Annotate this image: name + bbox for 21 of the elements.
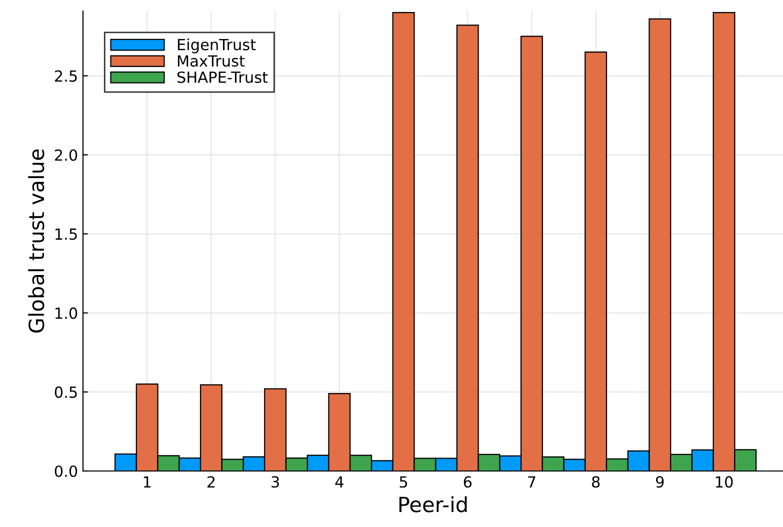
x-tick-label: 5 xyxy=(400,476,408,488)
y-tick-label: 0.0 xyxy=(54,465,78,478)
x-tick-label: 2 xyxy=(207,476,215,488)
y-tick-label: 2.5 xyxy=(54,70,77,82)
x-tick-label: 1 xyxy=(144,476,151,488)
x-tick-label: 9 xyxy=(656,476,664,488)
y-tick-label: 1.0 xyxy=(56,307,78,319)
x-tick-label: 7 xyxy=(528,476,536,488)
x-axis-title: Peer-id xyxy=(399,496,467,512)
legend-label: EigenTrust xyxy=(178,38,256,54)
x-tick-label: 10 xyxy=(716,476,733,488)
legend-label: MaxTrust xyxy=(178,55,245,67)
y-tick-label: 2.0 xyxy=(54,149,78,161)
y-tick-label: 0.5 xyxy=(54,386,77,398)
x-tick-label: 3 xyxy=(272,476,279,488)
x-tick-label: 8 xyxy=(592,476,600,488)
y-axis-title: Global trust value xyxy=(28,149,44,333)
x-tick-label: 6 xyxy=(464,476,472,488)
legend-label: SHAPE-Trust xyxy=(177,71,268,84)
y-tick-label: 1.5 xyxy=(56,228,77,240)
x-tick-label: 4 xyxy=(335,476,344,488)
